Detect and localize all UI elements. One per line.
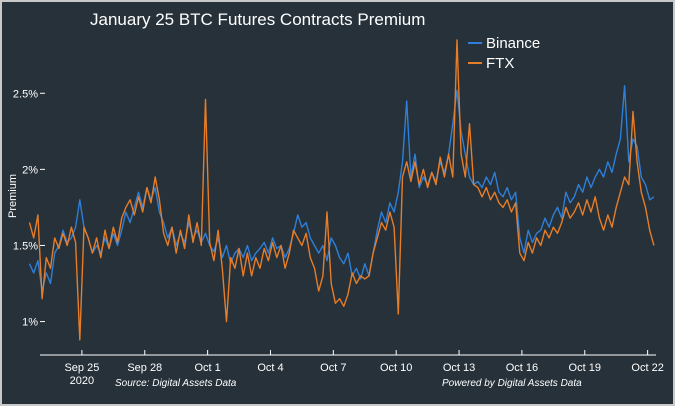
powered-by-note: Powered by Digital Assets Data (442, 378, 582, 389)
x-tick-label: Oct 4 (257, 362, 283, 374)
legend-label-ftx: FTX (486, 55, 514, 72)
x-tick-label: Oct 7 (320, 362, 346, 374)
y-tick-group: 1% 1.5% 2% 2.5% (13, 88, 45, 329)
y-tick-label: 1% (22, 317, 38, 329)
legend-label-binance: Binance (486, 35, 540, 52)
source-note: Source: Digital Assets Data (115, 378, 237, 389)
series-line-ftx (28, 39, 655, 341)
x-tick-label: Oct 13 (443, 362, 475, 374)
y-tick-label: 1.5% (13, 240, 38, 252)
x-tick-label: Oct 16 (506, 362, 538, 374)
y-tick-label: 2.5% (13, 88, 38, 100)
chart-title: January 25 BTC Futures Contracts Premium (90, 10, 425, 29)
x-tick-label: Oct 19 (569, 362, 601, 374)
x-tick-label: Sep 28 (127, 362, 162, 374)
x-tick-year-label: 2020 (70, 375, 94, 387)
x-tick-label: Oct 10 (380, 362, 412, 374)
series-group (28, 39, 655, 341)
y-tick-label: 2% (22, 164, 38, 176)
x-tick-label: Oct 22 (631, 362, 663, 374)
series-line-binance (28, 85, 655, 292)
legend: Binance FTX (468, 35, 540, 72)
y-axis-label: Premium (7, 174, 19, 218)
x-tick-label: Sep 25 (64, 362, 99, 374)
x-tick-label: Oct 1 (194, 362, 220, 374)
